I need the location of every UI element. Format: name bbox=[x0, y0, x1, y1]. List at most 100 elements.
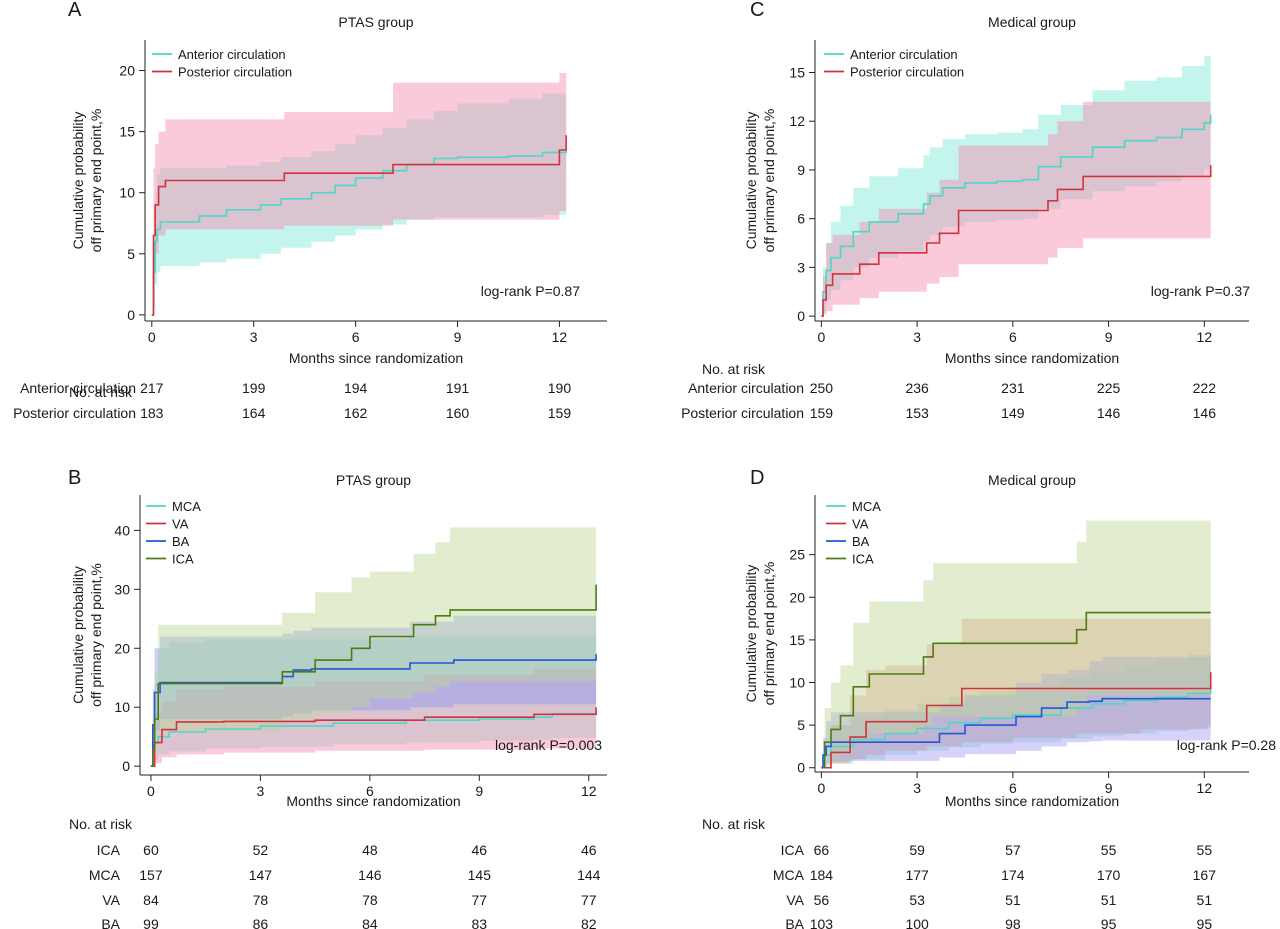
ci-band-mca bbox=[821, 646, 1211, 768]
x-tick-label: 3 bbox=[913, 780, 921, 796]
legend-entry: BA bbox=[172, 534, 190, 549]
x-tick-label: 3 bbox=[257, 783, 265, 799]
survival-curves bbox=[150, 584, 597, 767]
y-ticks: 0 10 20 30 40 bbox=[114, 522, 140, 774]
y-tick-label: 5 bbox=[127, 246, 135, 262]
series-line-ba bbox=[821, 697, 1211, 769]
y-tick-label: 0 bbox=[797, 760, 805, 776]
y-tick-label: 10 bbox=[119, 185, 135, 201]
y-axis-label: off primary end point,% bbox=[88, 109, 104, 253]
risk-value: 82 bbox=[581, 916, 597, 929]
series-line-anterior-circulation bbox=[151, 147, 567, 316]
y-tick-label: 20 bbox=[114, 640, 130, 656]
risk-value: 78 bbox=[362, 892, 378, 908]
x-tick-label: 0 bbox=[147, 783, 155, 799]
x-tick-label: 6 bbox=[366, 783, 374, 799]
y-tick-label: 25 bbox=[789, 547, 805, 563]
risk-value: 231 bbox=[1001, 380, 1025, 396]
risk-row-label: Posterior circulation bbox=[681, 405, 804, 421]
x-tick-label: 3 bbox=[250, 329, 258, 345]
panel-letter: C bbox=[750, 0, 764, 21]
risk-row-label: Anterior circulation bbox=[688, 380, 804, 396]
risk-value: 55 bbox=[1197, 842, 1213, 858]
legend-entry: Posterior circulation bbox=[178, 65, 292, 80]
y-tick-label: 10 bbox=[114, 699, 130, 715]
y-tick-label: 0 bbox=[127, 307, 135, 323]
risk-value: 103 bbox=[810, 916, 834, 929]
risk-value: 177 bbox=[905, 867, 929, 883]
x-tick-label: 12 bbox=[552, 329, 568, 345]
risk-value: 250 bbox=[810, 380, 834, 396]
panel-letter: D bbox=[750, 467, 764, 489]
legend-entry: BA bbox=[852, 534, 870, 549]
risk-value: 162 bbox=[344, 405, 368, 421]
legend: Anterior circulation Posterior circulatio… bbox=[824, 47, 964, 80]
risk-value: 147 bbox=[249, 867, 273, 883]
y-axis-label: Cumulative probability bbox=[743, 112, 759, 250]
series-line-anterior-circulation bbox=[821, 114, 1212, 317]
x-axis-label: Months since randomization bbox=[945, 350, 1119, 366]
chart-title: Medical group bbox=[988, 472, 1076, 488]
y-tick-label: 3 bbox=[797, 259, 805, 275]
x-ticks: 0 3 6 9 12 bbox=[817, 772, 1212, 796]
risk-value: 86 bbox=[253, 916, 269, 929]
km-panel-b: B PTAS group 0 10 20 30 40 0 3 6 9 12 Months since r… bbox=[68, 467, 607, 929]
x-ticks: 0 3 6 9 12 bbox=[147, 775, 597, 799]
risk-value: 100 bbox=[905, 916, 929, 929]
y-axis-label: Cumulative probability bbox=[743, 565, 759, 703]
risk-value: 84 bbox=[143, 892, 159, 908]
risk-value: 149 bbox=[1001, 405, 1025, 421]
risk-row-label: VA bbox=[102, 892, 120, 908]
risk-value: 145 bbox=[468, 867, 492, 883]
y-tick-label: 6 bbox=[797, 211, 805, 227]
y-tick-label: 30 bbox=[114, 581, 130, 597]
risk-value: 46 bbox=[472, 842, 488, 858]
risk-value: 190 bbox=[548, 380, 572, 396]
risk-table: No. at risk Anterior circulation 250 236 231… bbox=[681, 361, 1216, 421]
risk-value: 144 bbox=[577, 867, 601, 883]
ci-band-ba bbox=[821, 648, 1211, 768]
x-tick-label: 0 bbox=[817, 780, 825, 796]
risk-value: 77 bbox=[581, 892, 597, 908]
risk-value: 66 bbox=[814, 842, 830, 858]
risk-value: 146 bbox=[358, 867, 382, 883]
confidence-bands bbox=[151, 73, 567, 315]
risk-value: 184 bbox=[810, 867, 834, 883]
series-line-posterior-circulation bbox=[821, 165, 1212, 317]
series-line-ica bbox=[821, 611, 1211, 769]
x-tick-label: 0 bbox=[148, 329, 156, 345]
legend-entry: ICA bbox=[172, 552, 194, 567]
risk-value: 194 bbox=[344, 380, 368, 396]
risk-value: 199 bbox=[242, 380, 266, 396]
y-ticks: 0 3 6 9 12 15 bbox=[789, 64, 815, 324]
x-tick-label: 6 bbox=[1009, 780, 1017, 796]
y-axis-label: Cumulative probability bbox=[70, 566, 86, 704]
y-tick-label: 10 bbox=[789, 675, 805, 691]
ci-band-anterior-circulation bbox=[151, 91, 567, 315]
risk-value: 56 bbox=[814, 892, 830, 908]
risk-row-label: Anterior circulation bbox=[20, 380, 136, 396]
x-tick-label: 9 bbox=[1105, 780, 1113, 796]
legend-entry: Anterior circulation bbox=[178, 47, 286, 62]
risk-row-label: ICA bbox=[97, 842, 121, 858]
risk-value: 59 bbox=[909, 842, 925, 858]
legend: Anterior circulation Posterior circulatio… bbox=[152, 47, 292, 80]
y-axis-label: off primary end point,% bbox=[761, 562, 777, 706]
y-ticks: 0 5 10 15 20 bbox=[119, 63, 145, 323]
ci-band-posterior-circulation bbox=[151, 73, 567, 315]
survival-curves bbox=[821, 611, 1212, 769]
x-tick-label: 9 bbox=[1105, 329, 1113, 345]
risk-value: 236 bbox=[905, 380, 929, 396]
survival-curves bbox=[821, 114, 1212, 317]
risk-value: 57 bbox=[1005, 842, 1021, 858]
risk-table-heading: No. at risk bbox=[702, 361, 766, 377]
y-tick-label: 5 bbox=[797, 717, 805, 733]
risk-value: 51 bbox=[1197, 892, 1213, 908]
risk-value: 78 bbox=[253, 892, 269, 908]
risk-value: 95 bbox=[1197, 916, 1213, 929]
y-tick-label: 9 bbox=[797, 162, 805, 178]
risk-table: No. at risk ICA 60 52 48 46 46 MCA 157 147 146 145 1… bbox=[69, 816, 601, 929]
ci-band-anterior-circulation bbox=[821, 49, 1211, 317]
series-line-posterior-circulation bbox=[151, 135, 567, 316]
risk-value: 99 bbox=[143, 916, 159, 929]
